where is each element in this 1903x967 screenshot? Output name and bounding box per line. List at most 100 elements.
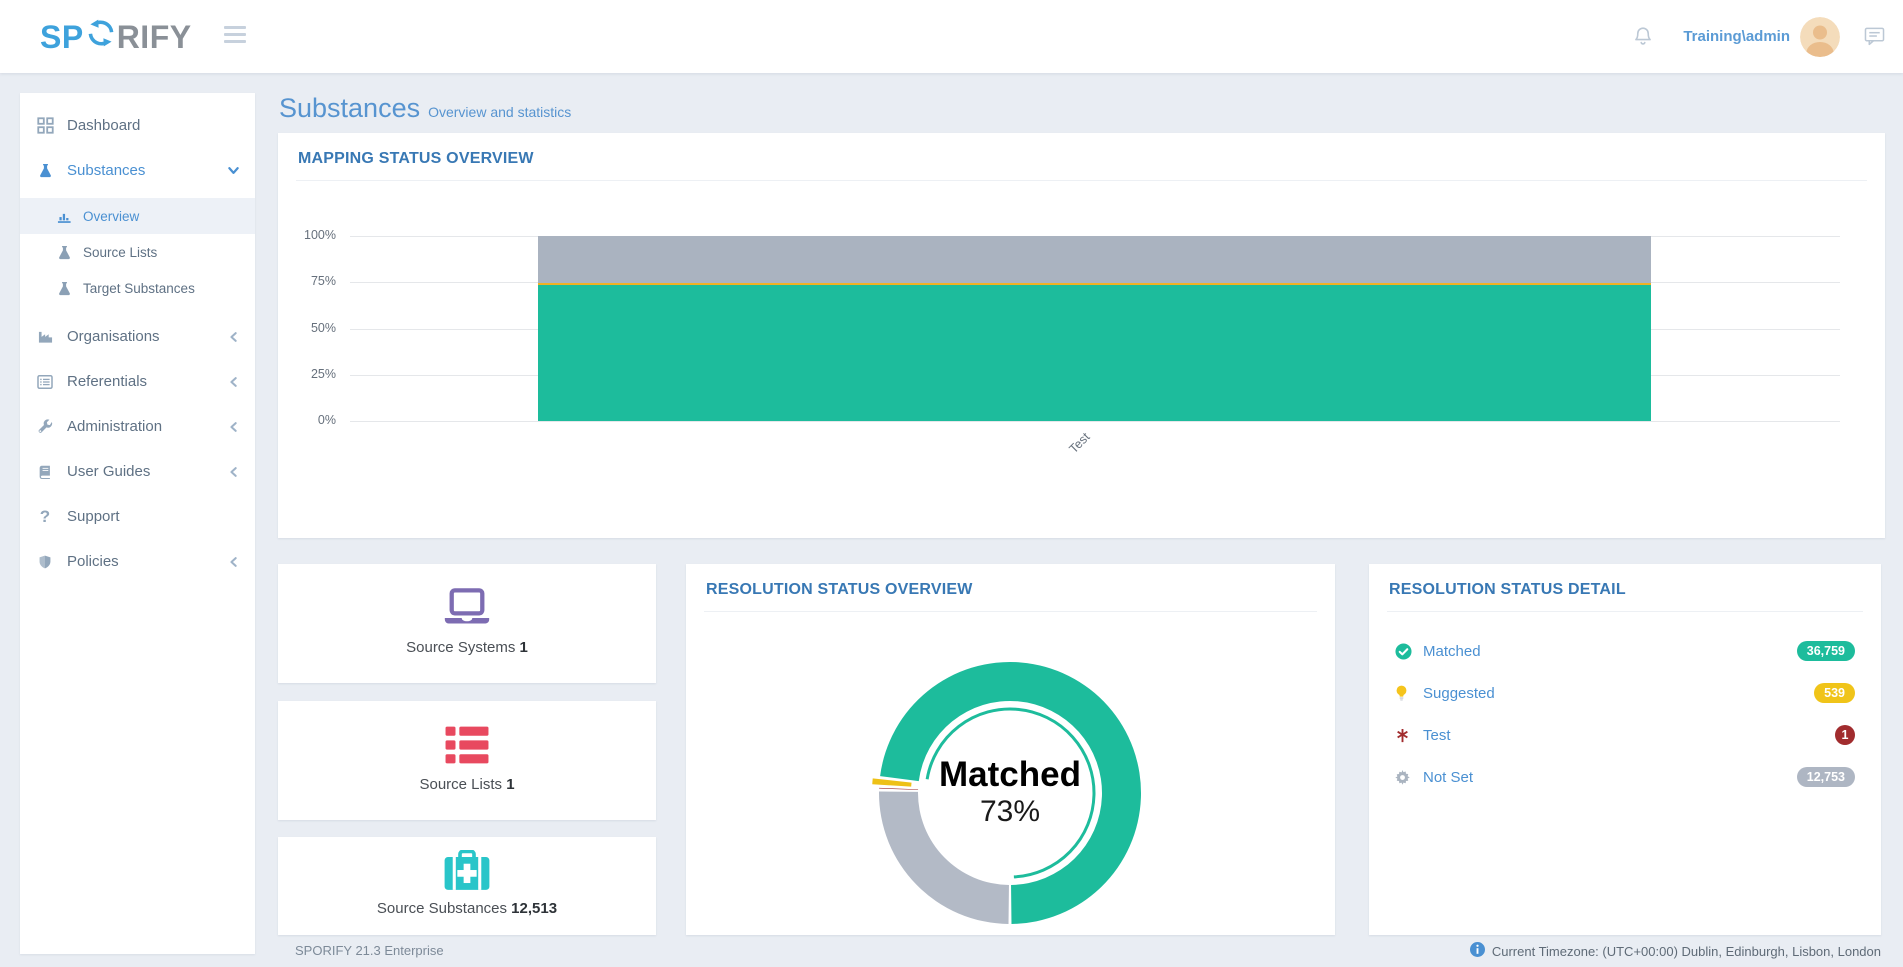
sidebar-item-label: Organisations (67, 328, 160, 345)
count-badge: 36,759 (1796, 641, 1855, 661)
donut-slice-matched[interactable] (880, 661, 1142, 924)
chat-icon[interactable] (1864, 27, 1885, 46)
stacked-bar[interactable] (538, 236, 1651, 421)
stat-label: Source Systems 1 (406, 639, 528, 656)
donut-center-category: Matched (939, 755, 1081, 794)
status-label[interactable]: Not Set (1423, 768, 1474, 786)
stat-card-source-systems[interactable]: Source Systems 1 (278, 564, 656, 683)
status-label[interactable]: Test (1423, 726, 1451, 744)
sidebar-item-user-guides[interactable]: User Guides (20, 449, 255, 494)
bar-segment-suggested (538, 283, 1651, 286)
flask-icon (56, 281, 73, 296)
x-axis-label: Test (1066, 429, 1093, 457)
sidebar-item-label: Administration (67, 418, 163, 435)
count-badge: 539 (1814, 683, 1855, 703)
donut-slice-test[interactable] (879, 787, 919, 790)
sidebar-item-policies[interactable]: Policies (20, 539, 255, 584)
chevron-left-icon (228, 331, 240, 343)
status-row-suggested[interactable]: Suggested 539 (1369, 672, 1881, 714)
bar-segment-matched (538, 285, 1651, 421)
chevron-down-icon (227, 164, 240, 177)
sidebar-item-label: User Guides (67, 463, 151, 480)
sidebar-subnav: Overview Source Lists Target Substances (20, 198, 255, 306)
sidebar-item-target-substances[interactable]: Target Substances (20, 270, 255, 306)
divider (296, 180, 1867, 181)
status-row-matched[interactable]: Matched 36,759 (1369, 630, 1881, 672)
sidebar-item-dashboard[interactable]: Dashboard (20, 103, 255, 148)
status-label[interactable]: Matched (1423, 642, 1481, 660)
logo-text-rify: RIFY (116, 18, 192, 55)
donut-selected-ring (925, 707, 1096, 879)
user-menu[interactable]: Training\admin (1683, 28, 1790, 45)
overview-card-title: RESOLUTION STATUS OVERVIEW (706, 581, 973, 598)
flask-icon (35, 163, 55, 178)
timezone-info: Current Timezone: (UTC+00:00) Dublin, Ed… (1469, 942, 1881, 960)
sidebar-item-source-lists[interactable]: Source Lists (20, 234, 255, 270)
donut-chart[interactable] (870, 653, 1150, 933)
page-title-text: Substances (279, 93, 421, 123)
status-row-not-set[interactable]: Not Set 12,753 (1369, 756, 1881, 798)
industry-icon (35, 329, 55, 344)
y-axis-tick: 50% (310, 320, 336, 335)
shield-icon (35, 554, 55, 570)
sidebar-item-label: Policies (67, 553, 119, 570)
header-actions: Training\admin (1633, 0, 1885, 73)
y-axis-tick: 75% (310, 274, 336, 289)
info-icon (1469, 942, 1485, 960)
menu-toggle-button[interactable] (224, 26, 246, 47)
status-label[interactable]: Suggested (1423, 684, 1495, 702)
gridline (350, 421, 1840, 422)
sidebar: Dashboard Substances Overview Source Lists T… (20, 93, 255, 954)
divider (704, 611, 1317, 612)
sidebar-item-label: Overview (83, 208, 140, 224)
stat-value: 12,513 (511, 900, 558, 917)
divider (1387, 611, 1863, 612)
y-axis-tick: 100% (304, 228, 336, 242)
notifications-bell-icon[interactable] (1633, 26, 1653, 48)
timezone-text: Current Timezone: (UTC+00:00) Dublin, Ed… (1491, 943, 1881, 959)
list-rows-icon (444, 719, 490, 771)
y-axis-tick: 25% (310, 366, 336, 381)
stat-value: 1 (506, 776, 515, 793)
bulb-icon (1395, 685, 1417, 702)
donut-slice-not-set[interactable] (879, 791, 1009, 924)
y-axis-tick: 0% (317, 413, 336, 427)
stat-label: Source Substances 12,513 (376, 900, 558, 917)
status-rows: Matched 36,759 Suggested 539 Test 1 Not Set 12,… (1369, 612, 1881, 798)
sidebar-item-label: Support (67, 508, 120, 525)
stat-card-source-lists[interactable]: Source Lists 1 (278, 701, 656, 820)
sidebar-item-support[interactable]: ? Support (20, 494, 255, 539)
stat-label: Source Lists 1 (419, 776, 515, 793)
mapping-card-title: MAPPING STATUS OVERVIEW (298, 150, 534, 167)
sidebar-item-referentials[interactable]: Referentials (20, 359, 255, 404)
chevron-left-icon (228, 421, 240, 433)
list-icon (35, 374, 55, 390)
detail-card-title: RESOLUTION STATUS DETAIL (1389, 581, 1626, 598)
chart-icon (56, 209, 73, 224)
grid-icon (35, 117, 55, 134)
count-badge: 1 (1835, 725, 1855, 745)
book-icon (35, 464, 55, 480)
medkit-icon (443, 847, 491, 895)
bar-segment-not-set (538, 236, 1651, 284)
app-logo[interactable]: SP RIFY (40, 18, 192, 55)
sidebar-item-label: Referentials (67, 373, 148, 390)
stat-value: 1 (519, 639, 528, 656)
chevron-left-icon (228, 376, 240, 388)
sidebar-item-organisations[interactable]: Organisations (20, 314, 255, 359)
laptop-icon (441, 582, 493, 634)
sidebar-item-overview[interactable]: Overview (20, 198, 255, 234)
resolution-status-detail-card: RESOLUTION STATUS DETAIL Matched 36,759 Su… (1369, 564, 1881, 935)
donut-slice-suggested[interactable] (872, 778, 912, 787)
sidebar-item-administration[interactable]: Administration (20, 404, 255, 449)
sidebar-item-label: Dashboard (67, 117, 141, 134)
logo-refresh-icon (84, 18, 117, 55)
sidebar-item-label: Substances (67, 162, 146, 179)
stat-card-source-substances[interactable]: Source Substances 12,513 (278, 837, 656, 935)
sidebar-item-label: Target Substances (83, 280, 195, 296)
mapping-status-card: MAPPING STATUS OVERVIEW 0% 25% 50% 75% 100% … (278, 133, 1885, 538)
sidebar-item-substances[interactable]: Substances (20, 148, 255, 193)
avatar[interactable] (1800, 16, 1840, 57)
status-row-test[interactable]: Test 1 (1369, 714, 1881, 756)
